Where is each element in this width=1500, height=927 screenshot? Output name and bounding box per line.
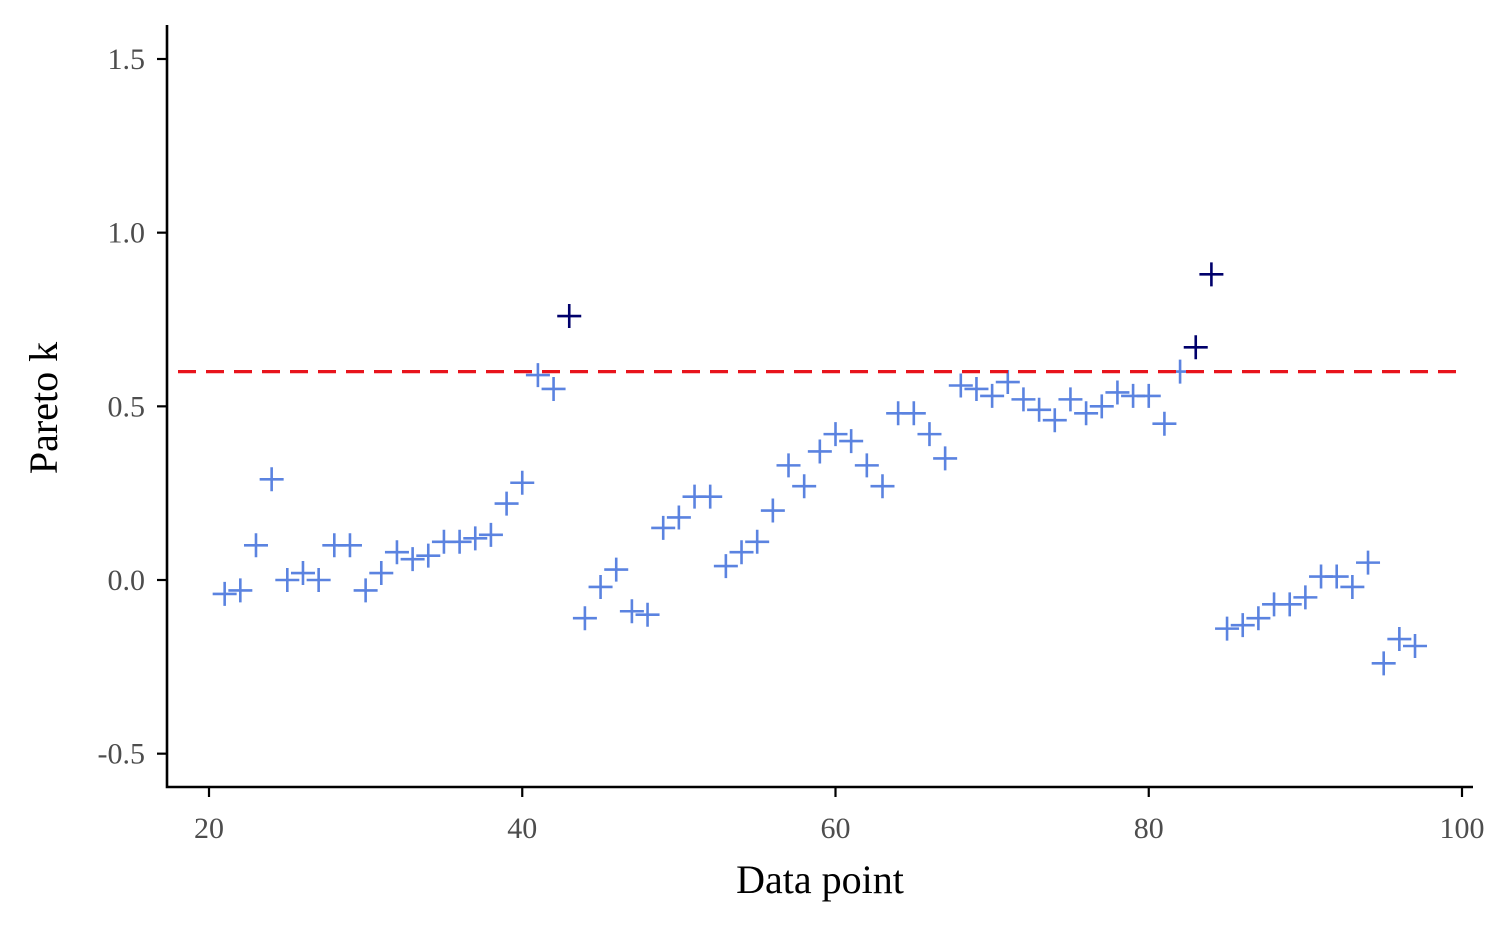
data-point <box>823 422 848 447</box>
data-point <box>933 446 958 471</box>
data-point <box>729 540 754 565</box>
data-point <box>525 363 550 388</box>
data-point <box>854 453 879 478</box>
data-point <box>1215 616 1240 641</box>
data-point <box>1277 592 1302 617</box>
data-point <box>259 467 284 492</box>
data-point <box>1152 411 1177 436</box>
data-point <box>948 373 973 398</box>
x-tick-label: 40 <box>507 812 537 845</box>
data-point <box>964 376 989 401</box>
data-point <box>494 491 519 516</box>
y-tick-label: 1.0 <box>108 217 146 250</box>
data-point <box>917 422 942 447</box>
data-point <box>228 578 253 603</box>
data-point <box>760 498 785 523</box>
y-tick-label: 1.5 <box>108 43 146 76</box>
data-point <box>1042 408 1067 433</box>
data-point <box>353 578 378 603</box>
x-tick-label: 60 <box>821 812 851 845</box>
data-point <box>1074 401 1099 426</box>
data-point <box>478 522 503 547</box>
data-point <box>1246 606 1271 631</box>
data-point <box>745 529 770 554</box>
data-point <box>243 533 268 558</box>
data-point <box>870 474 895 499</box>
data-point <box>1356 550 1381 575</box>
data-point <box>1230 613 1255 638</box>
data-point <box>792 474 817 499</box>
data-point <box>980 383 1005 408</box>
data-point <box>1293 585 1318 610</box>
data-point <box>839 429 864 454</box>
y-tick-label: 0.0 <box>108 564 146 597</box>
data-point <box>337 533 362 558</box>
y-tick-label: -0.5 <box>98 738 146 771</box>
data-point <box>588 574 613 599</box>
data-point <box>1136 383 1161 408</box>
data-point <box>1387 627 1412 652</box>
data-points <box>212 262 1428 676</box>
data-point <box>698 484 723 509</box>
data-point <box>619 599 644 624</box>
data-point <box>1183 335 1208 360</box>
data-point <box>1199 262 1224 287</box>
data-point <box>995 370 1020 395</box>
data-point <box>666 505 691 530</box>
data-point <box>416 543 441 568</box>
data-point <box>212 581 237 606</box>
data-point <box>1371 651 1396 676</box>
data-point <box>776 453 801 478</box>
data-point <box>713 554 738 579</box>
data-point <box>510 470 535 495</box>
data-point <box>901 401 926 426</box>
data-point <box>275 568 300 592</box>
x-tick-label: 80 <box>1134 812 1164 845</box>
x-axis-title: Data point <box>736 857 904 902</box>
y-axis-ticks: -0.5 0.0 0.5 1.0 1.5 <box>98 43 167 771</box>
y-tick-label: 0.5 <box>108 390 146 423</box>
data-point <box>1324 564 1349 589</box>
data-point <box>604 557 629 582</box>
data-point <box>635 602 660 627</box>
data-point <box>1027 397 1052 422</box>
data-point <box>1089 394 1114 419</box>
data-point <box>557 304 582 329</box>
data-point <box>306 568 331 592</box>
data-point <box>369 561 394 586</box>
data-point <box>290 561 315 586</box>
data-point <box>572 606 597 631</box>
data-point <box>463 526 488 551</box>
x-tick-label: 100 <box>1440 812 1485 845</box>
data-point <box>1403 633 1428 658</box>
data-point <box>1058 387 1083 412</box>
data-point <box>541 376 566 401</box>
x-axis-ticks: 20 40 60 80 100 <box>194 787 1485 845</box>
data-point <box>651 515 676 540</box>
data-point <box>1340 574 1365 599</box>
x-tick-label: 20 <box>194 812 224 845</box>
data-point <box>1011 387 1036 412</box>
data-point <box>807 439 832 464</box>
data-point <box>447 529 472 554</box>
y-axis-title: Pareto k <box>21 342 66 474</box>
data-point <box>384 540 409 565</box>
data-point <box>400 547 425 572</box>
data-point <box>1105 380 1130 405</box>
axis-lines <box>165 25 1473 789</box>
